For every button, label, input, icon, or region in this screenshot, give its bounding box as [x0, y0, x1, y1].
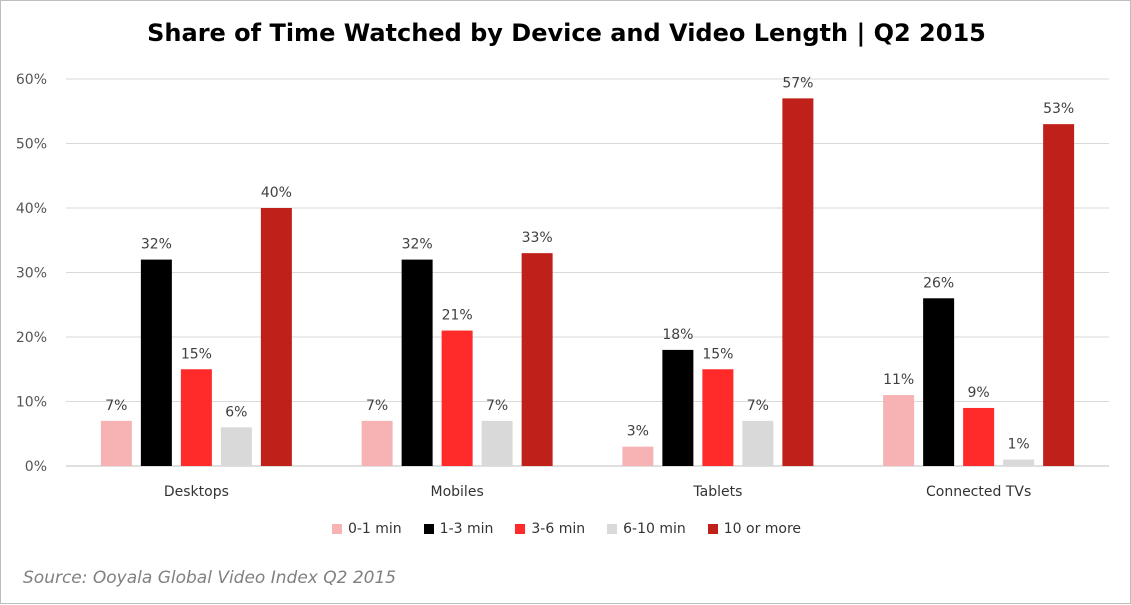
data-label: 7% — [486, 398, 508, 414]
data-label: 32% — [402, 237, 433, 253]
data-label: 18% — [662, 327, 693, 343]
data-label: 9% — [968, 385, 990, 401]
x-tick-label: Mobiles — [431, 484, 484, 500]
legend-item: 1-3 min — [423, 521, 494, 537]
data-label: 26% — [923, 275, 954, 291]
data-label: 11% — [883, 372, 914, 388]
data-label: 3% — [627, 424, 649, 440]
bar — [260, 208, 292, 466]
y-tick-label: 0% — [25, 459, 47, 475]
x-tick-label: Connected TVs — [926, 484, 1031, 500]
bar — [622, 446, 654, 466]
bar — [782, 98, 814, 466]
bar — [361, 420, 393, 466]
data-label: 32% — [141, 237, 172, 253]
bar — [180, 369, 212, 466]
data-label: 21% — [442, 308, 473, 324]
legend-swatch — [515, 524, 526, 534]
bar — [662, 349, 694, 466]
y-tick-label: 20% — [16, 330, 47, 346]
bar — [742, 420, 774, 466]
bar — [481, 420, 513, 466]
legend-item: 10 or more — [707, 521, 802, 537]
source-note: Source: Ooyala Global Video Index Q2 201… — [23, 568, 397, 588]
bar — [521, 253, 553, 466]
legend-item: 0-1 min — [331, 521, 402, 537]
x-tick-label: Tablets — [692, 484, 742, 500]
legend-swatch — [423, 524, 434, 534]
bar — [140, 259, 172, 466]
bar — [441, 330, 473, 466]
bar — [401, 259, 433, 466]
data-label: 6% — [225, 404, 247, 420]
legend-swatch — [331, 524, 342, 534]
x-tick-label: Desktops — [164, 484, 229, 500]
data-label: 7% — [747, 398, 769, 414]
legend-label: 1-3 min — [439, 521, 494, 537]
legend-swatch — [707, 524, 718, 534]
bar — [963, 407, 995, 466]
bar — [1003, 459, 1035, 466]
legend-swatch — [607, 524, 618, 534]
y-tick-label: 60% — [16, 72, 47, 88]
bar — [220, 427, 252, 466]
y-tick-label: 10% — [16, 395, 47, 411]
data-label: 1% — [1008, 437, 1030, 453]
chart-title: Share of Time Watched by Device and Vide… — [147, 19, 986, 47]
bar — [100, 420, 132, 466]
data-label: 15% — [702, 346, 733, 362]
data-label: 7% — [105, 398, 127, 414]
legend-item: 6-10 min — [607, 521, 686, 537]
data-label: 57% — [782, 75, 813, 91]
legend-label: 10 or more — [723, 521, 802, 537]
data-label: 40% — [261, 185, 292, 201]
bar — [883, 395, 915, 466]
data-label: 15% — [181, 346, 212, 362]
bar — [702, 369, 734, 466]
legend-item: 3-6 min — [515, 521, 585, 537]
legend-label: 0-1 min — [347, 521, 402, 537]
y-tick-label: 50% — [16, 137, 47, 153]
bar — [1043, 124, 1075, 467]
chart-legend: 0-1 min 1-3 min 3-6 min 6-10 min 10 or more — [1, 521, 1131, 537]
data-label: 33% — [522, 230, 553, 246]
y-tick-label: 30% — [16, 266, 47, 282]
data-label: 53% — [1043, 101, 1074, 117]
bar — [923, 298, 955, 466]
data-label: 7% — [366, 398, 388, 414]
legend-label: 6-10 min — [623, 521, 686, 537]
y-tick-label: 40% — [16, 201, 47, 217]
legend-label: 3-6 min — [531, 521, 586, 537]
